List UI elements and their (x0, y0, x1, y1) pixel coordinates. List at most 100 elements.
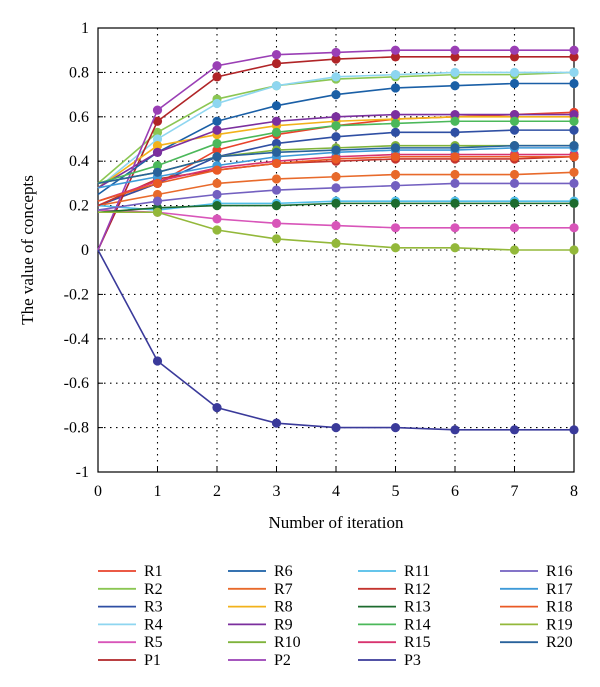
data-point-r19 (212, 225, 222, 235)
data-point-r3 (569, 125, 579, 135)
data-point-r5 (212, 214, 222, 224)
data-point-p2 (331, 47, 341, 58)
y-tick-label: 1 (81, 20, 89, 37)
x-tick-labels: 0 1 2 3 4 5 6 7 8 (94, 483, 578, 500)
data-point-r16 (509, 178, 520, 188)
data-point-r16 (390, 181, 401, 191)
data-point-r4 (331, 72, 341, 82)
data-point-r14 (331, 121, 341, 131)
data-point-r7 (212, 178, 222, 188)
data-point-r19 (331, 238, 341, 248)
legend-label: R8 (274, 599, 293, 616)
data-point-r9 (331, 112, 341, 122)
data-point-r6 (212, 116, 222, 126)
data-point-r16 (271, 185, 282, 195)
series-r14 (97, 116, 579, 185)
data-point-p2 (212, 61, 222, 71)
x-axis-label: Number of iteration (268, 513, 404, 532)
data-point-r13 (509, 198, 520, 208)
series-r13 (97, 198, 579, 214)
data-point-r14 (390, 118, 401, 129)
data-point-r14 (212, 138, 222, 149)
legend-item-r11: R11 (358, 563, 430, 580)
series-r20 (97, 141, 579, 185)
x-tick-label: 0 (94, 483, 102, 500)
data-point-r19 (390, 243, 401, 253)
data-point-r9 (450, 109, 460, 120)
legend-item-r18: R18 (500, 599, 573, 616)
series-p1 (97, 52, 579, 251)
data-point-r13 (212, 201, 222, 211)
legend-label: P2 (274, 652, 291, 669)
legend-item-r14: R14 (358, 616, 431, 633)
data-point-r18 (390, 152, 401, 162)
legend-label: R7 (274, 581, 293, 598)
data-point-r18 (509, 152, 520, 162)
y-tick-label: 0.2 (69, 198, 89, 215)
data-point-r19 (271, 234, 282, 244)
data-point-r19 (450, 243, 460, 253)
data-point-r7 (331, 172, 341, 182)
data-point-r18 (271, 158, 282, 169)
data-point-r9 (569, 109, 579, 120)
legend-label: R13 (404, 599, 431, 616)
y-tick-label: 0 (81, 242, 89, 259)
data-point-p1 (450, 52, 460, 62)
legend-label: R18 (546, 599, 573, 616)
data-point-r18 (152, 178, 163, 188)
data-point-r5 (569, 223, 579, 233)
legend-item-r20: R20 (500, 634, 573, 651)
series-r7 (97, 167, 579, 207)
x-tick-label: 7 (511, 483, 519, 500)
data-point-r6 (569, 78, 579, 89)
series-r16 (97, 178, 579, 211)
data-point-r20 (271, 147, 282, 157)
data-point-r20 (331, 145, 341, 155)
data-point-r19 (509, 245, 520, 255)
data-point-r9 (212, 125, 222, 135)
legend-item-r19: R19 (500, 616, 573, 633)
legend-label: R14 (404, 616, 431, 633)
legend-item-r10: R10 (228, 634, 301, 651)
data-point-r7 (569, 167, 579, 177)
data-point-p3 (569, 425, 579, 435)
series-line-r3 (97, 129, 574, 207)
data-point-r14 (271, 127, 282, 137)
legend-item-p1: P1 (98, 652, 161, 669)
data-point-r13 (331, 198, 341, 208)
data-point-p1 (509, 52, 520, 62)
series-p3 (97, 249, 579, 435)
data-point-r14 (569, 116, 579, 126)
data-point-r19 (152, 207, 163, 217)
data-point-p3 (152, 356, 163, 366)
data-point-p2 (450, 45, 460, 55)
data-point-r5 (450, 223, 460, 233)
series-r3 (97, 125, 579, 207)
legend-label: R10 (274, 634, 301, 651)
legend-item-r1: R1 (98, 563, 163, 580)
legend-label: R17 (546, 581, 573, 598)
data-point-p1 (390, 52, 401, 62)
data-point-r19 (569, 245, 579, 255)
legend-item-r5: R5 (98, 634, 163, 651)
data-point-r4 (212, 98, 222, 109)
data-point-r14 (450, 116, 460, 126)
legend-label: R15 (404, 634, 431, 651)
legend-label: R4 (144, 616, 163, 633)
y-axis-label: The value of concepts (18, 175, 37, 325)
series-r9 (97, 109, 579, 189)
data-point-r5 (390, 223, 401, 233)
data-point-r20 (509, 141, 520, 151)
data-point-r13 (271, 201, 282, 211)
data-point-r6 (271, 101, 282, 111)
data-point-r6 (390, 83, 401, 93)
legend-label: R12 (404, 581, 431, 598)
x-tick-label: 4 (332, 483, 340, 500)
legend-item-r16: R16 (500, 563, 573, 580)
data-point-r4 (509, 67, 520, 77)
x-tick-label: 3 (273, 483, 281, 500)
y-tick-label: -1 (76, 464, 89, 481)
data-point-r16 (212, 189, 222, 200)
data-point-p1 (271, 58, 282, 69)
data-point-r4 (271, 81, 282, 91)
